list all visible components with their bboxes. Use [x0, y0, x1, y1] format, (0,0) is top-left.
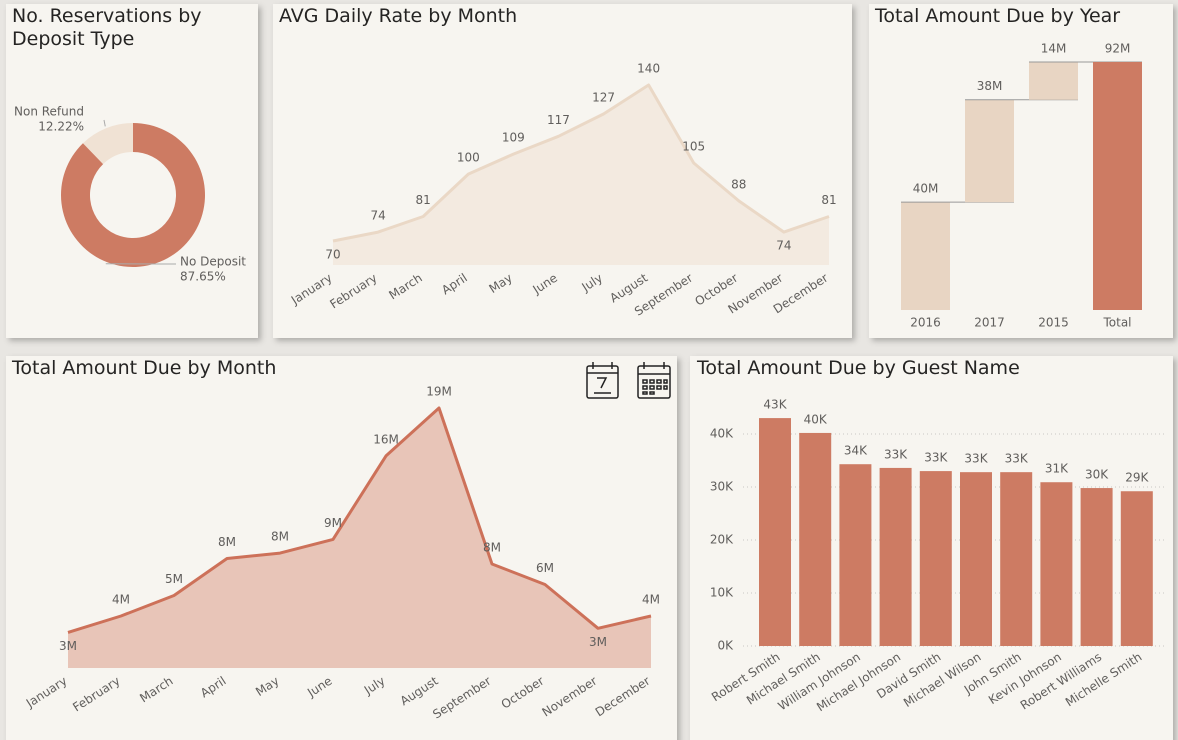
line [332, 83, 830, 243]
leader-line [103, 119, 106, 127]
data-label: 105 [682, 140, 705, 154]
data-label: 100 [457, 151, 480, 165]
chart-title: No. Reservations by Deposit Type [12, 5, 202, 50]
line [67, 406, 652, 634]
bar [919, 471, 952, 646]
bar [1080, 488, 1113, 646]
data-label: 31K [1045, 462, 1069, 476]
waterfall-bar [901, 202, 950, 310]
waterfall-bar [1029, 62, 1078, 100]
data-label: 3M [589, 635, 607, 649]
data-label: 81 [821, 193, 836, 207]
data-label: 16M [373, 432, 399, 446]
calendar-week-icon [586, 362, 619, 399]
data-label: 117 [547, 113, 570, 127]
data-label: 43K [763, 398, 787, 412]
data-label: 33K [964, 452, 988, 466]
data-label: 19M [426, 385, 452, 399]
data-label: 33K [1005, 452, 1029, 466]
area-fill [333, 85, 829, 265]
data-label: 8M [271, 530, 289, 544]
x-tick-label: 2016 [910, 316, 941, 330]
donut-slice [82, 123, 133, 165]
data-label: 34K [844, 444, 868, 458]
chart-title: Total Amount Due by Month [12, 357, 277, 379]
x-tick-label: Total [1102, 316, 1131, 330]
panel [6, 4, 258, 338]
data-label: 127 [592, 90, 615, 104]
data-label: 4M [112, 593, 130, 607]
chart-title: AVG Daily Rate by Month [279, 5, 518, 27]
calendar-month-icon [637, 362, 671, 399]
donut-slice [60, 123, 205, 268]
x-tick-label: 2015 [1038, 316, 1069, 330]
data-label: 38M [977, 79, 1003, 93]
data-label: 6M [536, 561, 554, 575]
data-label: 14M [1041, 42, 1067, 56]
bar [1120, 491, 1153, 646]
data-label: 30K [1085, 468, 1109, 482]
data-label: 74 [776, 239, 791, 253]
bar [1040, 482, 1073, 646]
y-tick-label: 30K [710, 480, 734, 494]
y-tick-label: 10K [710, 586, 734, 600]
bar [839, 464, 872, 646]
bar [799, 432, 832, 646]
bar [759, 418, 791, 646]
data-label: 33K [884, 447, 908, 461]
waterfall-bar [965, 99, 1014, 203]
slice-label: No Deposit [180, 255, 246, 269]
data-label: 74 [370, 209, 385, 223]
data-label: 88 [731, 177, 746, 191]
chart-title: Total Amount Due by Guest Name [697, 357, 1020, 379]
data-label: 9M [324, 516, 342, 530]
data-label: 92M [1105, 42, 1131, 56]
data-label: 8M [483, 541, 501, 555]
waterfall-bar [1093, 62, 1142, 310]
data-label: 5M [165, 572, 183, 586]
data-label: 81 [416, 193, 431, 207]
data-label: 4M [642, 593, 660, 607]
area-fill [68, 408, 651, 668]
chart-title: Total Amount Due by Year [875, 5, 1121, 27]
data-label: 29K [1125, 471, 1149, 485]
y-tick-label: 40K [710, 427, 734, 441]
bar [1000, 472, 1033, 646]
data-label: 140 [637, 62, 660, 76]
slice-label: Non Refund [14, 105, 84, 119]
data-label: 3M [59, 639, 77, 653]
bar [879, 467, 912, 646]
data-label: 40K [804, 412, 828, 426]
y-tick-label: 0K [717, 639, 734, 653]
slice-value-label: 87.65% [180, 270, 226, 284]
data-label: 70 [325, 248, 340, 262]
data-label: 109 [502, 131, 525, 145]
slice-value-label: 12.22% [38, 120, 84, 134]
data-label: 40M [913, 182, 939, 196]
data-label: 8M [218, 535, 236, 549]
bar [960, 472, 992, 646]
x-tick-label: 2017 [974, 316, 1005, 330]
data-label: 33K [924, 451, 948, 465]
y-tick-label: 20K [710, 533, 734, 547]
